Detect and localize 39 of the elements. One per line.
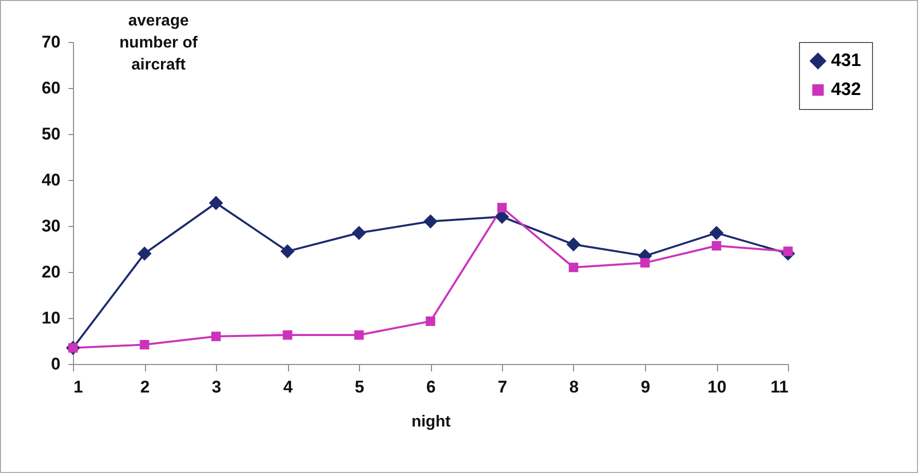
legend-label: 431 (831, 50, 862, 70)
point (352, 226, 366, 240)
point (282, 330, 292, 340)
y-tick-label: 40 (42, 170, 60, 190)
point (568, 262, 578, 272)
x-tick-label: 4 (283, 378, 294, 396)
x-tick-label: 11 (770, 378, 788, 396)
y-tick-label: 0 (51, 354, 60, 374)
x-tick-label: 7 (498, 378, 508, 396)
point (566, 237, 581, 252)
y-tick-label: 50 (42, 124, 60, 144)
point (137, 246, 152, 261)
point (208, 196, 224, 210)
point (211, 332, 221, 342)
y-axis-title: average number of aircraft (119, 12, 198, 74)
y-tick-label: 20 (42, 262, 60, 282)
point (712, 241, 722, 251)
x-tick-label: 5 (354, 378, 364, 396)
x-tick-label: 2 (140, 378, 150, 396)
y-tick-label: 70 (42, 32, 60, 52)
x-tick-label: 9 (640, 378, 650, 396)
point (280, 244, 295, 258)
y-tick-label: 30 (42, 216, 60, 236)
point (709, 226, 724, 240)
x-tick-label: 1 (74, 378, 83, 396)
y-tick-label: 60 (42, 78, 60, 98)
x-tick-label: 10 (708, 378, 726, 396)
point (640, 258, 650, 268)
x-tick-label: 3 (212, 378, 222, 396)
point (423, 214, 438, 228)
x-axis-title: night (411, 414, 452, 430)
point (354, 330, 364, 340)
x-tick-label: 6 (426, 378, 436, 396)
y-tick-label: 10 (42, 308, 60, 328)
point (497, 202, 507, 212)
x-tick-label: 8 (569, 378, 579, 396)
point (140, 340, 150, 350)
point (426, 316, 436, 326)
legend-label: 432 (831, 79, 862, 99)
